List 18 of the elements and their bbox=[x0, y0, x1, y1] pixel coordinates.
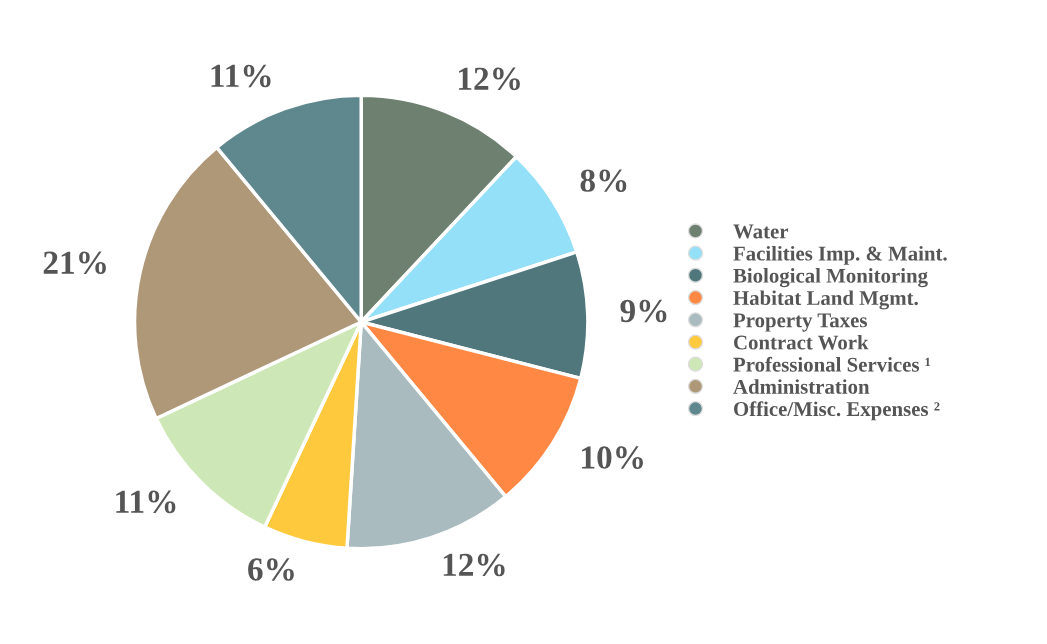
legend-label: Facilities Imp. & Maint. bbox=[733, 245, 947, 265]
data-label: 10% bbox=[582, 446, 643, 469]
legend-label: Contract Work bbox=[734, 334, 869, 350]
legend-label: Habitat Land Mgmt. bbox=[733, 290, 918, 310]
legend-label: Office/Misc. Expenses ² bbox=[734, 401, 940, 421]
data-label: 12% bbox=[459, 67, 520, 91]
legend-label: Biological Monitoring bbox=[733, 268, 928, 288]
data-label: 21% bbox=[43, 251, 106, 275]
data-label: 8% bbox=[580, 169, 627, 192]
legend-label: Administration bbox=[733, 379, 870, 394]
legend-label: Water bbox=[733, 224, 789, 239]
data-label: 6% bbox=[248, 558, 294, 581]
data-label: 12% bbox=[443, 553, 505, 577]
data-label: 11% bbox=[211, 64, 271, 88]
legend-label: Property Taxes bbox=[733, 313, 867, 332]
data-label: 9% bbox=[620, 299, 667, 323]
data-label: 11% bbox=[116, 490, 176, 514]
legend-label: Professional Services ¹ bbox=[733, 356, 931, 372]
